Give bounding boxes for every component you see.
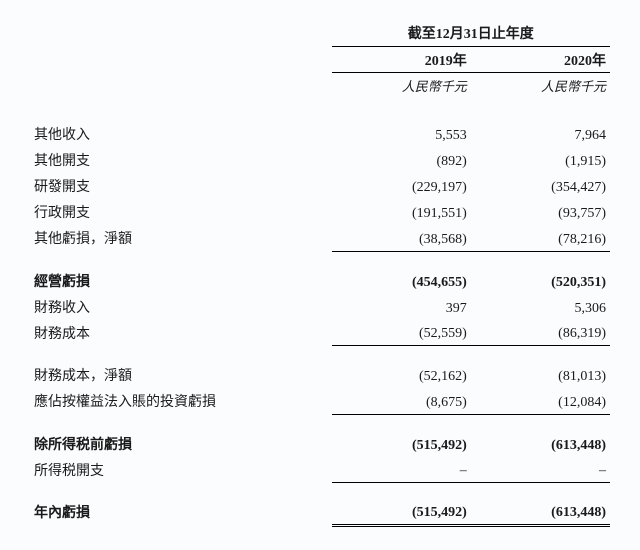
year-header-1: 2020年 bbox=[471, 47, 610, 73]
row-value-2019: (52,559) bbox=[332, 320, 471, 346]
row-value-2019: (191,551) bbox=[332, 199, 471, 225]
row-value-2020: – bbox=[471, 457, 610, 483]
row-value-2020: (78,216) bbox=[471, 225, 610, 251]
row-label: 財務成本 bbox=[30, 320, 332, 346]
row-label: 研發開支 bbox=[30, 173, 332, 199]
row-label: 經營虧損 bbox=[30, 268, 332, 294]
row-label: 行政開支 bbox=[30, 199, 332, 225]
row-label: 其他收入 bbox=[30, 121, 332, 147]
row-value-2020: (520,351) bbox=[471, 268, 610, 294]
row-value-2019: 397 bbox=[332, 294, 471, 320]
period-header: 截至12月31日止年度 bbox=[332, 20, 610, 47]
row-value-2020: (613,448) bbox=[471, 431, 610, 457]
row-value-2020: (12,084) bbox=[471, 388, 610, 414]
row-value-2019: (515,492) bbox=[332, 499, 471, 525]
row-value-2020: (354,427) bbox=[471, 173, 610, 199]
row-value-2020: 7,964 bbox=[471, 121, 610, 147]
row-value-2020: (93,757) bbox=[471, 199, 610, 225]
year-header-0: 2019年 bbox=[332, 47, 471, 73]
row-value-2019: (38,568) bbox=[332, 225, 471, 251]
row-value-2020: (613,448) bbox=[471, 499, 610, 525]
row-value-2019: (8,675) bbox=[332, 388, 471, 414]
row-label: 除所得税前虧損 bbox=[30, 431, 332, 457]
financial-statement-table: 截至12月31日止年度2019年2020年人民幣千元人民幣千元其他收入5,553… bbox=[30, 20, 610, 527]
unit-header-1: 人民幣千元 bbox=[471, 73, 610, 98]
row-value-2019: – bbox=[332, 457, 471, 483]
row-value-2020: 5,306 bbox=[471, 294, 610, 320]
unit-header-0: 人民幣千元 bbox=[332, 73, 471, 98]
row-label: 財務成本，淨額 bbox=[30, 362, 332, 388]
row-value-2019: 5,553 bbox=[332, 121, 471, 147]
row-value-2020: (81,013) bbox=[471, 362, 610, 388]
row-label: 年內虧損 bbox=[30, 499, 332, 525]
row-value-2019: (892) bbox=[332, 147, 471, 173]
row-label: 所得税開支 bbox=[30, 457, 332, 483]
row-value-2019: (229,197) bbox=[332, 173, 471, 199]
row-value-2019: (52,162) bbox=[332, 362, 471, 388]
row-value-2019: (454,655) bbox=[332, 268, 471, 294]
row-label: 應佔按權益法入賬的投資虧損 bbox=[30, 388, 332, 414]
row-value-2019: (515,492) bbox=[332, 431, 471, 457]
row-value-2020: (86,319) bbox=[471, 320, 610, 346]
row-label: 其他開支 bbox=[30, 147, 332, 173]
row-value-2020: (1,915) bbox=[471, 147, 610, 173]
row-label: 財務收入 bbox=[30, 294, 332, 320]
row-label: 其他虧損，淨額 bbox=[30, 225, 332, 251]
